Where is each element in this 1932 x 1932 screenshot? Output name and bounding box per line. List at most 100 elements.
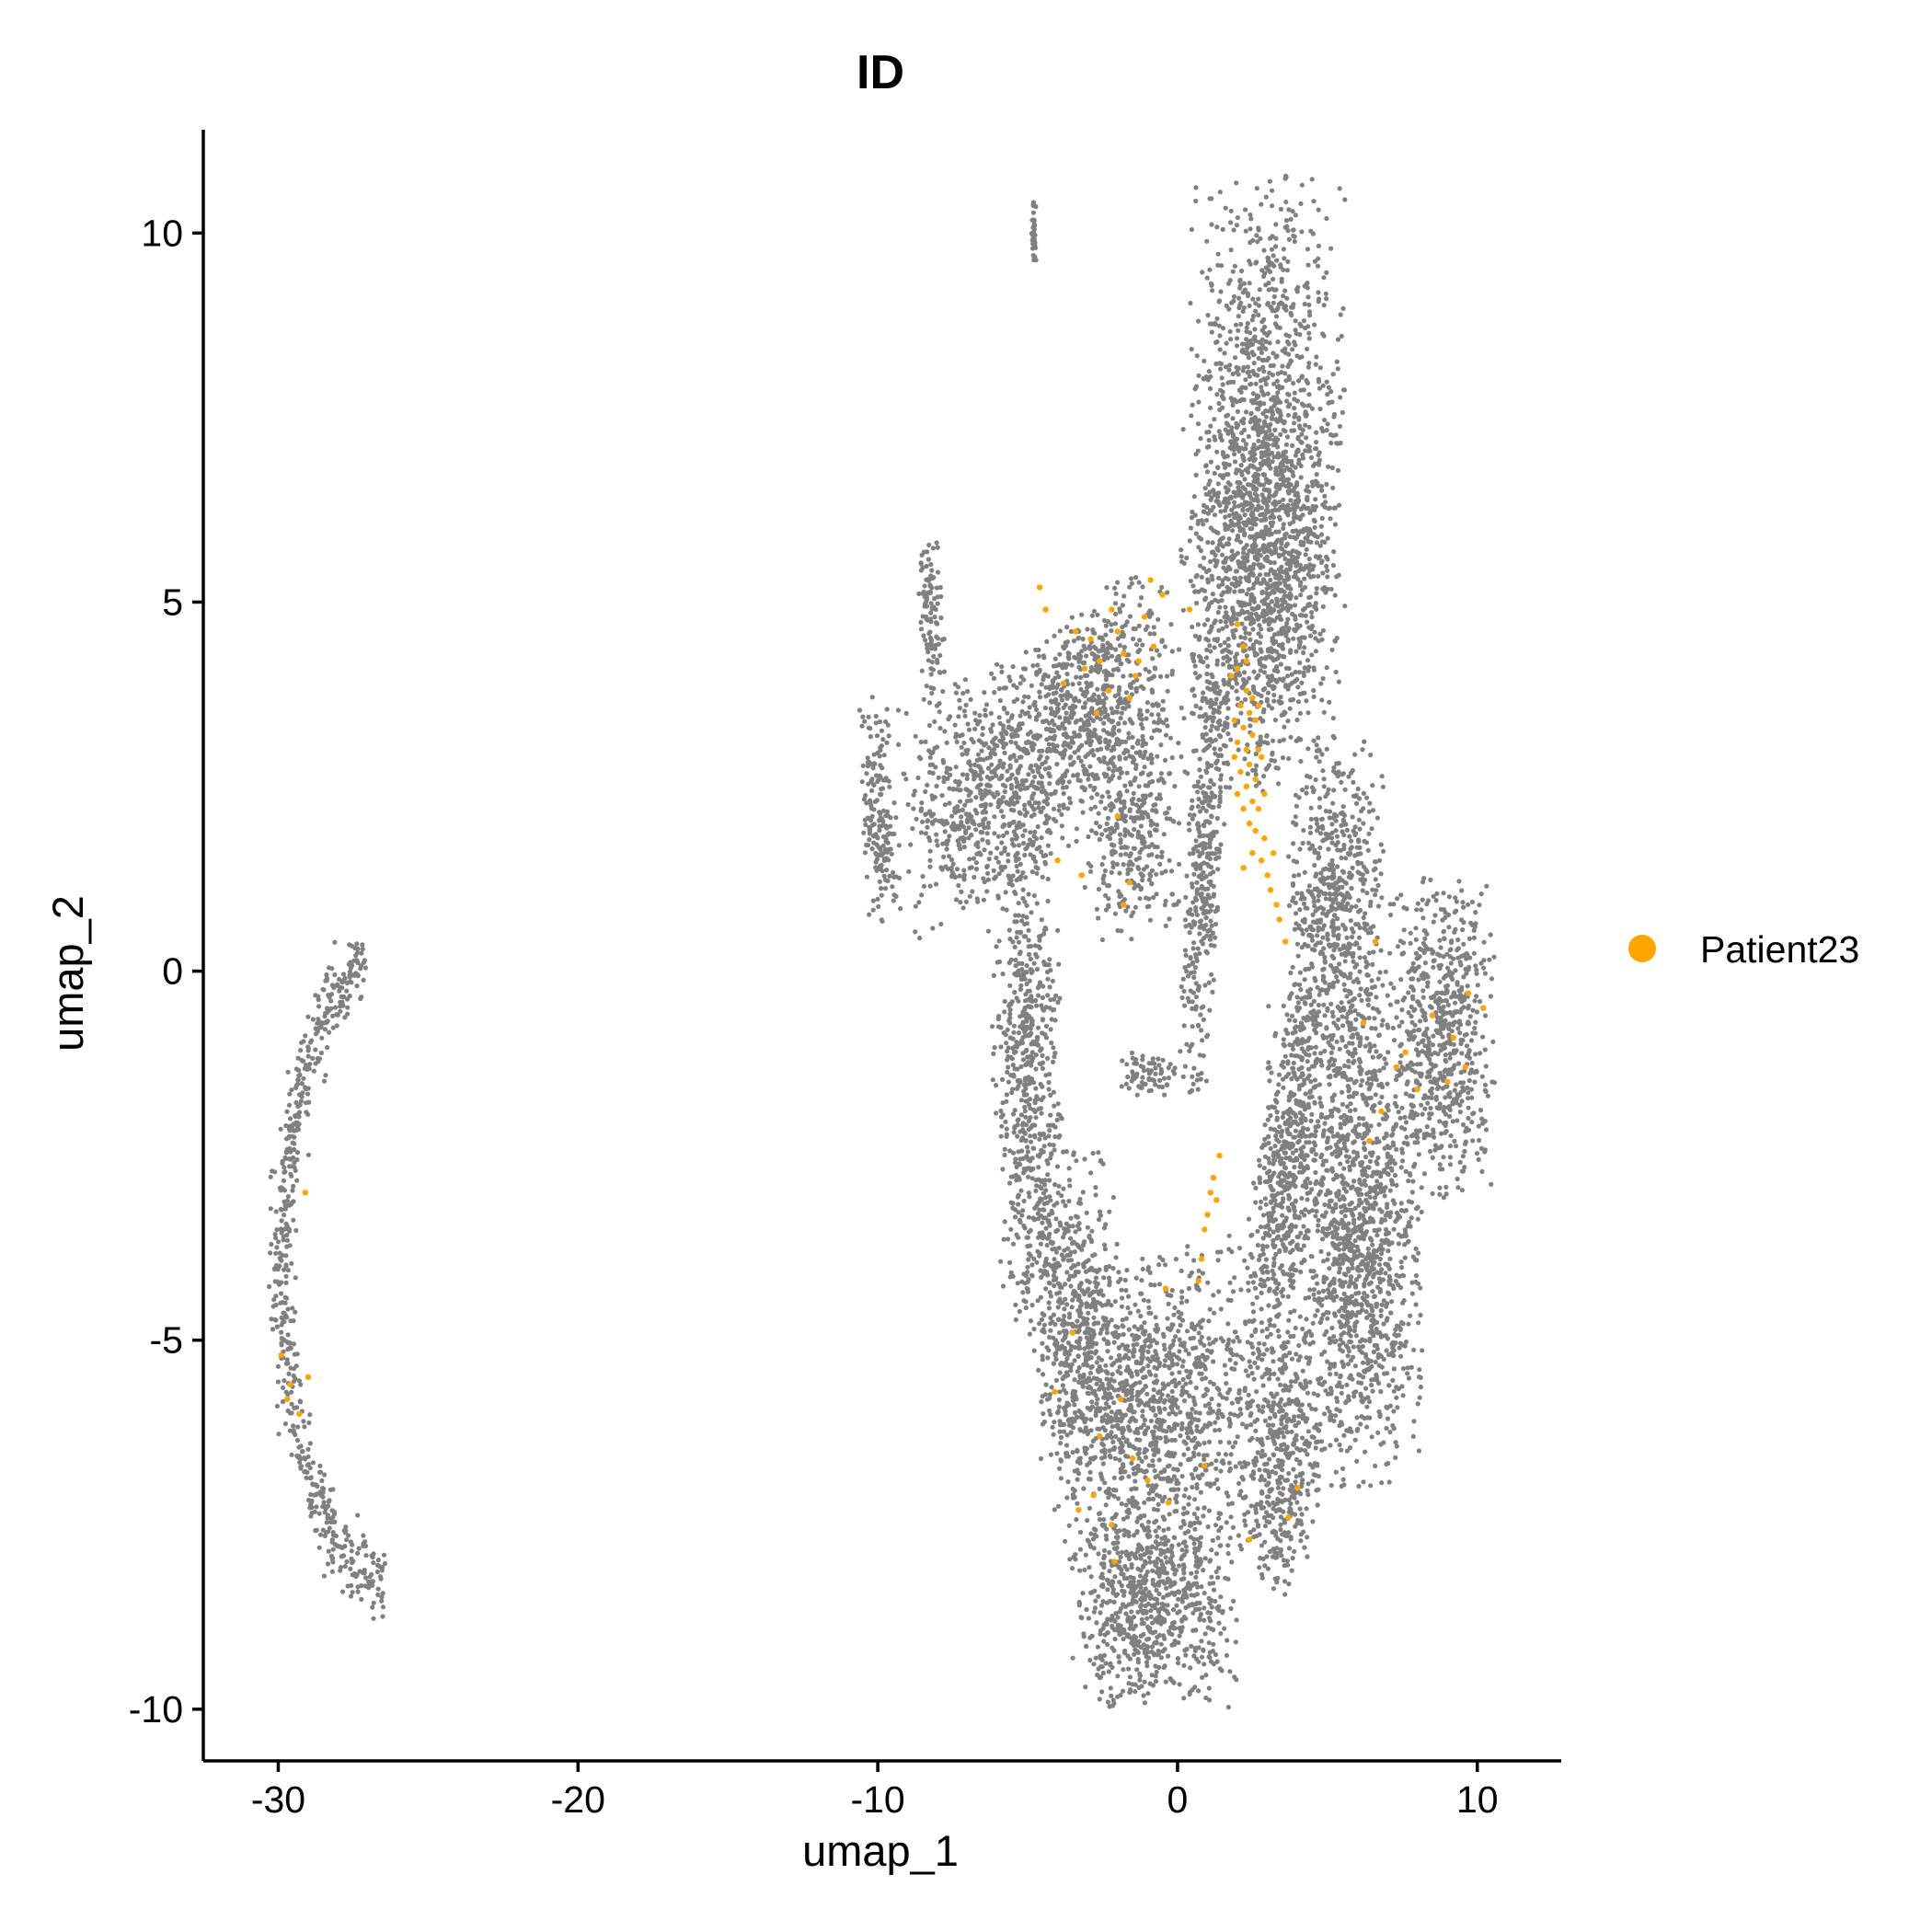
- background-cell-point: [1369, 826, 1374, 832]
- background-cell-point: [1315, 933, 1320, 938]
- background-cell-point: [1194, 1077, 1200, 1083]
- background-cell-point: [1054, 706, 1060, 711]
- background-cell-point: [1313, 649, 1318, 654]
- background-cell-point: [1283, 199, 1289, 205]
- background-cell-point: [1328, 907, 1334, 913]
- background-cell-point: [972, 770, 978, 776]
- background-cell-point: [1188, 300, 1193, 306]
- background-cell-point: [980, 731, 985, 738]
- background-cell-point: [1214, 449, 1220, 454]
- background-cell-point: [1263, 382, 1269, 387]
- background-cell-point: [1120, 603, 1125, 608]
- background-cell-point: [1286, 558, 1293, 563]
- background-cell-point: [1033, 647, 1039, 653]
- background-cell-point: [938, 921, 944, 927]
- background-cell-point: [1121, 645, 1127, 650]
- background-cell-point: [1208, 918, 1213, 924]
- background-cell-point: [1236, 642, 1242, 648]
- background-cell-point: [1159, 707, 1165, 712]
- background-cell-point: [1216, 705, 1222, 710]
- background-cell-point: [1159, 638, 1165, 643]
- background-cell-point: [1312, 322, 1317, 328]
- background-cell-point: [1225, 589, 1230, 594]
- background-cell-point: [1151, 625, 1156, 630]
- background-cell-point: [1184, 555, 1190, 561]
- background-cell-point: [942, 729, 948, 734]
- background-cell-point: [1239, 268, 1245, 274]
- background-cell-point: [1245, 609, 1250, 615]
- background-cell-point: [1203, 874, 1209, 880]
- background-cell-point: [1039, 774, 1044, 780]
- background-cell-point: [1317, 804, 1322, 811]
- background-cell-point: [1127, 808, 1133, 814]
- background-cell-point: [1338, 891, 1343, 897]
- background-cell-point: [1167, 857, 1172, 863]
- background-cell-point: [1240, 453, 1246, 458]
- background-cell-point: [1318, 681, 1324, 686]
- background-cell-point: [1270, 234, 1275, 239]
- background-cell-point: [1278, 616, 1283, 622]
- background-cell-point: [1109, 706, 1114, 711]
- background-cell-point: [1320, 926, 1326, 932]
- background-cell-point: [1193, 472, 1199, 478]
- background-cell-point: [1238, 710, 1244, 716]
- background-cell-point: [1224, 556, 1229, 561]
- background-cell-point: [1353, 940, 1359, 946]
- background-cell-point: [1319, 987, 1325, 993]
- background-cell-point: [1163, 868, 1168, 874]
- background-cell-point: [1217, 604, 1223, 610]
- background-cell-point: [1370, 887, 1375, 892]
- background-cell-point: [1226, 512, 1232, 519]
- background-cell-point: [918, 739, 924, 745]
- background-cell-point: [1159, 584, 1165, 591]
- background-cell-point: [1031, 807, 1037, 812]
- background-cell-point: [1220, 450, 1225, 455]
- background-cell-point: [1109, 627, 1114, 634]
- background-cell-point: [1247, 259, 1252, 264]
- background-cell-point: [1028, 730, 1033, 735]
- background-cell-point: [1228, 208, 1234, 213]
- background-cell-point: [981, 876, 986, 881]
- background-cell-point: [983, 741, 989, 746]
- background-cell-point: [1267, 542, 1272, 547]
- background-cell-point: [1322, 493, 1328, 499]
- background-cell-point: [961, 740, 967, 746]
- background-cell-point: [1213, 361, 1219, 367]
- background-cell-point: [1371, 949, 1376, 955]
- background-cell-point: [1319, 515, 1325, 522]
- background-cell-point: [1245, 742, 1250, 748]
- background-cell-point: [1361, 806, 1366, 811]
- background-cell-point: [1243, 696, 1248, 703]
- background-cell-point: [1223, 743, 1228, 749]
- background-cell-point: [1196, 1023, 1202, 1029]
- background-cell-point: [1153, 666, 1158, 672]
- background-cell-point: [1282, 593, 1287, 599]
- background-cell-point: [980, 725, 985, 731]
- background-cell-point: [1208, 525, 1213, 531]
- background-cell-point: [1308, 454, 1315, 460]
- background-cell-point: [1284, 541, 1290, 546]
- background-cell-point: [1124, 845, 1130, 850]
- background-cell-point: [1317, 831, 1324, 836]
- background-cell-point: [1266, 259, 1271, 264]
- background-cell-point: [1245, 370, 1250, 375]
- background-cell-point: [1206, 629, 1212, 635]
- background-cell-point: [1172, 784, 1178, 789]
- background-cell-point: [1357, 845, 1363, 851]
- background-cell-point: [1288, 498, 1294, 503]
- background-cell-point: [1218, 773, 1224, 778]
- background-cell-point: [952, 722, 958, 728]
- background-cell-point: [1000, 795, 1006, 800]
- background-cell-point: [1378, 871, 1384, 877]
- background-cell-point: [1304, 698, 1309, 704]
- background-cell-point: [1316, 856, 1321, 861]
- background-cell-point: [1314, 440, 1319, 445]
- background-cell-point: [1267, 452, 1272, 457]
- background-cell-point: [1320, 967, 1326, 972]
- background-cell-point: [1207, 820, 1213, 825]
- background-cell-point: [1309, 610, 1315, 615]
- background-cell-point: [1158, 776, 1164, 781]
- background-cell-point: [1273, 466, 1279, 471]
- background-cell-point: [939, 793, 945, 799]
